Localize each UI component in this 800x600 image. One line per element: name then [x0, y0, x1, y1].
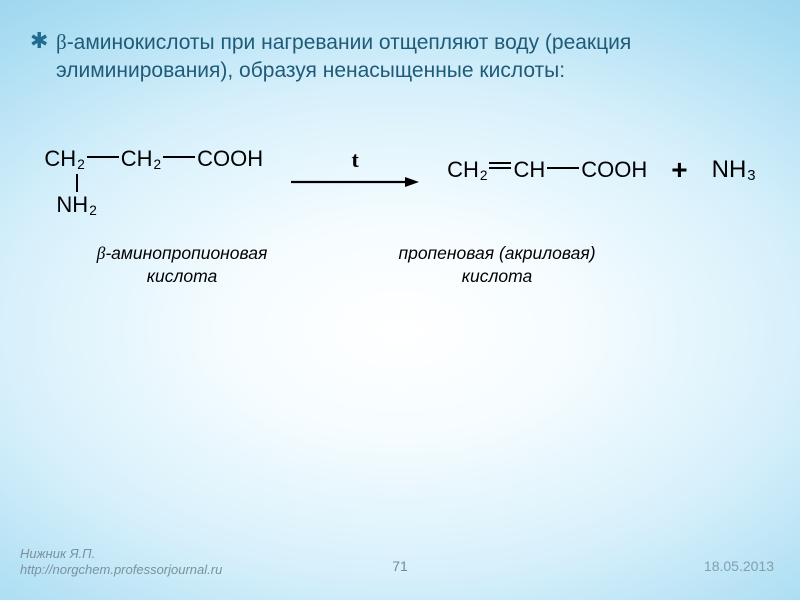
condition-t: t: [351, 147, 358, 173]
bond-icon: [547, 167, 579, 169]
sub-nh3: 3: [747, 169, 755, 184]
frag-ch-p: CH: [513, 159, 545, 181]
double-bond-icon: [489, 167, 511, 169]
plus-sign: +: [671, 154, 687, 186]
byproduct-nh3: NH3: [712, 158, 756, 182]
frag-ch2-b: CH: [121, 148, 153, 170]
caption-left-l1: -аминопропионовая: [105, 243, 267, 263]
product-main-chain: CH2 CH COOH: [447, 159, 647, 181]
sub-2-a: 2: [77, 158, 85, 172]
product-propenoic: CH2 CH COOH: [447, 159, 647, 181]
footer-date: 18.05.2013: [704, 558, 774, 574]
frag-ch2-p: CH: [447, 159, 479, 181]
arrow-icon: [291, 175, 419, 189]
reaction-scheme: CH2 CH2 COOH NH2 t: [0, 148, 800, 216]
reactant-beta-aminopropionic: CH2 CH2 COOH NH2: [44, 148, 263, 216]
frag-ch2-a: CH: [44, 148, 76, 170]
frag-nh: NH: [56, 194, 88, 216]
sub-nh2: 2: [89, 204, 97, 218]
footer-page: 71: [0, 558, 800, 574]
frag-cooh: COOH: [197, 148, 263, 170]
reactant-substituent: NH2: [56, 170, 96, 216]
slide: ✱ β-аминокислоты при нагревании отщепляю…: [0, 0, 800, 600]
reaction-arrow: t: [291, 147, 419, 189]
caption-right-l2: кислота: [462, 266, 532, 286]
frag-cooh-p: COOH: [581, 159, 647, 181]
caption-product: пропеновая (акриловая) кислота: [372, 242, 622, 288]
caption-reactant: β-аминопропионовая кислота: [72, 242, 292, 288]
title-text: -аминокислоты при нагревании отщепляют в…: [56, 31, 631, 82]
caption-right-l1: пропеновая (акриловая): [398, 243, 595, 263]
frag-nh3: NH: [712, 158, 747, 182]
reactant-main-chain: CH2 CH2 COOH: [44, 148, 263, 170]
bond-icon: [87, 156, 119, 158]
caption-left-l2: кислота: [147, 266, 217, 286]
nh2-label: NH2: [56, 194, 96, 216]
sub-2-p: 2: [480, 169, 488, 183]
bullet-star-icon: ✱: [30, 30, 48, 52]
sub-2-b: 2: [154, 158, 162, 172]
slide-title: β-аминокислоты при нагревании отщепляют …: [56, 28, 760, 86]
beta-symbol: β: [56, 30, 67, 54]
bond-icon: [163, 156, 195, 158]
bond-vertical-icon: [76, 174, 78, 192]
